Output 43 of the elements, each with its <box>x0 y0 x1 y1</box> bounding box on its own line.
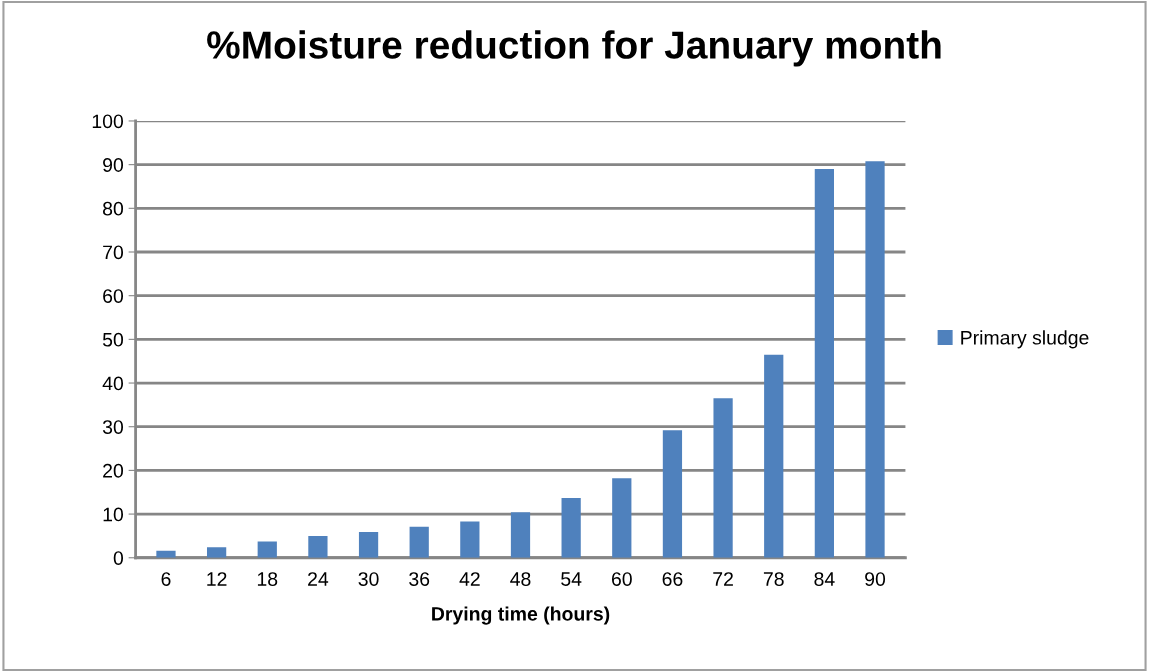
bar <box>510 512 531 558</box>
bar <box>460 521 480 558</box>
y-tick-label: 0 <box>113 551 124 565</box>
x-tick-label: 90 <box>865 572 886 586</box>
chart-title: %Moisture reduction for January month <box>207 30 941 67</box>
bar <box>561 497 581 558</box>
y-tick-label: 30 <box>102 420 124 434</box>
x-tick-label: 54 <box>561 572 582 586</box>
bar <box>612 478 632 558</box>
x-tick-label: 6 <box>161 572 171 586</box>
x-tick-label: 72 <box>713 572 733 586</box>
y-tick-label: 20 <box>103 463 124 478</box>
x-tick-label: 30 <box>358 572 379 586</box>
x-tick-label: 24 <box>308 572 329 586</box>
x-tick-label: 36 <box>409 572 430 586</box>
x-tick-label: 18 <box>257 572 278 586</box>
y-tick-label: 10 <box>103 507 124 522</box>
y-tick-label: 90 <box>103 158 124 172</box>
x-tick-label: 78 <box>763 572 784 586</box>
y-tick-label: 70 <box>103 245 124 260</box>
y-tick-label: 40 <box>102 376 124 391</box>
x-tick-label: 84 <box>814 572 835 586</box>
bar <box>358 531 379 558</box>
y-tick-label: 50 <box>102 332 124 347</box>
y-tick-label: 80 <box>103 201 124 216</box>
bar <box>257 541 277 558</box>
bar <box>409 526 429 558</box>
bar <box>206 547 227 558</box>
x-tick-label: 12 <box>207 572 227 586</box>
x-tick-label: 66 <box>662 572 683 586</box>
x-tick-label: 60 <box>611 572 632 586</box>
bar <box>814 169 834 558</box>
legend-label: Primary sludge <box>961 330 1089 349</box>
bar <box>308 535 328 558</box>
bar <box>662 430 683 558</box>
y-tick-label: 100 <box>92 114 124 129</box>
bar <box>713 398 733 558</box>
x-tick-label: 42 <box>459 572 480 586</box>
y-tick-label: 60 <box>103 289 124 303</box>
bar <box>865 161 885 558</box>
x-tick-label: 48 <box>510 572 531 586</box>
bar <box>764 354 784 558</box>
x-axis-title: Drying time (hours) <box>432 606 610 625</box>
